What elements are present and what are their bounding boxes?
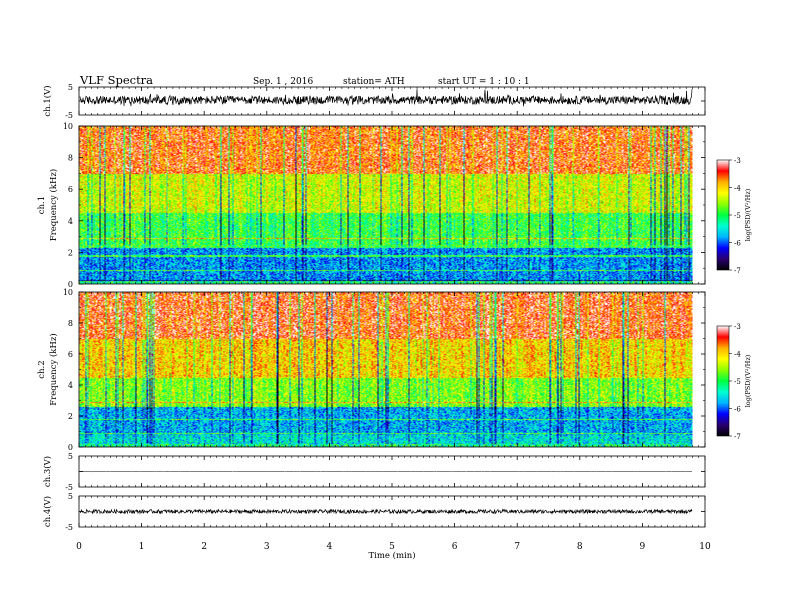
y-tick-label: 2 bbox=[68, 248, 73, 257]
figure-title: VLF Spectra bbox=[80, 73, 154, 87]
colorbar-tick-label: -4 bbox=[734, 185, 741, 193]
ch4-waveform-ylabel: ch.4(V) bbox=[42, 496, 53, 527]
ch1-spectrogram-colorbar-label: log(PSD/(V²/Hz) bbox=[744, 188, 752, 241]
ch2-spectrogram-colorbar-label: log(PSD/(V²/Hz) bbox=[744, 354, 752, 407]
x-tick-label: 1 bbox=[139, 542, 145, 552]
ch1-waveform-trace bbox=[79, 89, 693, 107]
y-tick-label: -5 bbox=[65, 483, 73, 492]
x-tick-label: 6 bbox=[452, 542, 458, 552]
ch4-waveform-trace bbox=[80, 508, 693, 515]
station-label: station= ATH bbox=[343, 77, 405, 87]
x-tick-label: 0 bbox=[76, 542, 82, 552]
x-tick-label: 2 bbox=[201, 542, 207, 552]
ch1-spectrogram-ylabel-channel: ch.1 bbox=[37, 196, 47, 214]
x-tick-label: 5 bbox=[389, 542, 395, 552]
y-tick-label: 4 bbox=[68, 381, 73, 390]
ch3-waveform-trace bbox=[79, 470, 693, 473]
colorbar-tick-label: -3 bbox=[734, 157, 741, 165]
ch1-spectrogram-ylabel-frequency: Frequency (kHz) bbox=[48, 169, 59, 241]
colorbar-tick-label: -5 bbox=[734, 378, 741, 386]
y-tick-label: 2 bbox=[68, 412, 73, 421]
date-label: Sep. 1 , 2016 bbox=[253, 77, 314, 87]
ch3-waveform-ylabel: ch.3(V) bbox=[42, 456, 53, 487]
y-tick-label: 10 bbox=[63, 288, 73, 297]
colorbar-tick-label: -6 bbox=[734, 406, 741, 414]
colorbar-tick-label: -5 bbox=[734, 212, 741, 220]
x-tick-label: 8 bbox=[577, 542, 583, 552]
y-tick-label: -5 bbox=[65, 111, 73, 120]
x-tick-label: 7 bbox=[514, 542, 520, 552]
y-tick-label: -5 bbox=[65, 523, 73, 532]
colorbar-tick-label: -4 bbox=[734, 351, 741, 359]
y-tick-label: 8 bbox=[68, 154, 73, 163]
ch1-spectrogram-colorbar bbox=[716, 159, 730, 271]
colorbar-tick-label: -6 bbox=[734, 240, 741, 248]
ch2-spectrogram-image bbox=[79, 292, 693, 447]
x-axis-label: Time (min) bbox=[368, 550, 415, 561]
x-tick-label: 10 bbox=[699, 542, 711, 552]
y-tick-label: 0 bbox=[68, 443, 73, 452]
x-tick-label: 9 bbox=[640, 542, 646, 552]
ch2-spectrogram-ylabel-channel: ch.2 bbox=[37, 360, 47, 378]
x-tick-label: 4 bbox=[327, 542, 333, 552]
colorbar-tick-label: -7 bbox=[734, 433, 741, 441]
y-tick-label: 5 bbox=[68, 492, 73, 501]
y-tick-label: 8 bbox=[68, 319, 73, 328]
ch1-waveform-ylabel: ch.1(V) bbox=[42, 85, 53, 116]
colorbar-tick-label: -3 bbox=[734, 323, 741, 331]
ch1-spectrogram-image bbox=[79, 126, 693, 284]
y-tick-label: 5 bbox=[68, 83, 73, 92]
y-tick-label: 6 bbox=[68, 185, 73, 194]
start-ut-label: start UT = 1 : 10 : 1 bbox=[438, 77, 530, 87]
ch2-spectrogram-ylabel-frequency: Frequency (kHz) bbox=[48, 333, 59, 405]
ch2-spectrogram-colorbar bbox=[716, 325, 730, 437]
y-tick-label: 5 bbox=[68, 452, 73, 461]
y-tick-label: 10 bbox=[63, 122, 73, 131]
y-tick-label: 6 bbox=[68, 350, 73, 359]
colorbar-tick-label: -7 bbox=[734, 267, 741, 275]
x-tick-label: 3 bbox=[264, 542, 270, 552]
y-tick-label: 0 bbox=[68, 280, 73, 289]
y-tick-label: 4 bbox=[68, 217, 73, 226]
